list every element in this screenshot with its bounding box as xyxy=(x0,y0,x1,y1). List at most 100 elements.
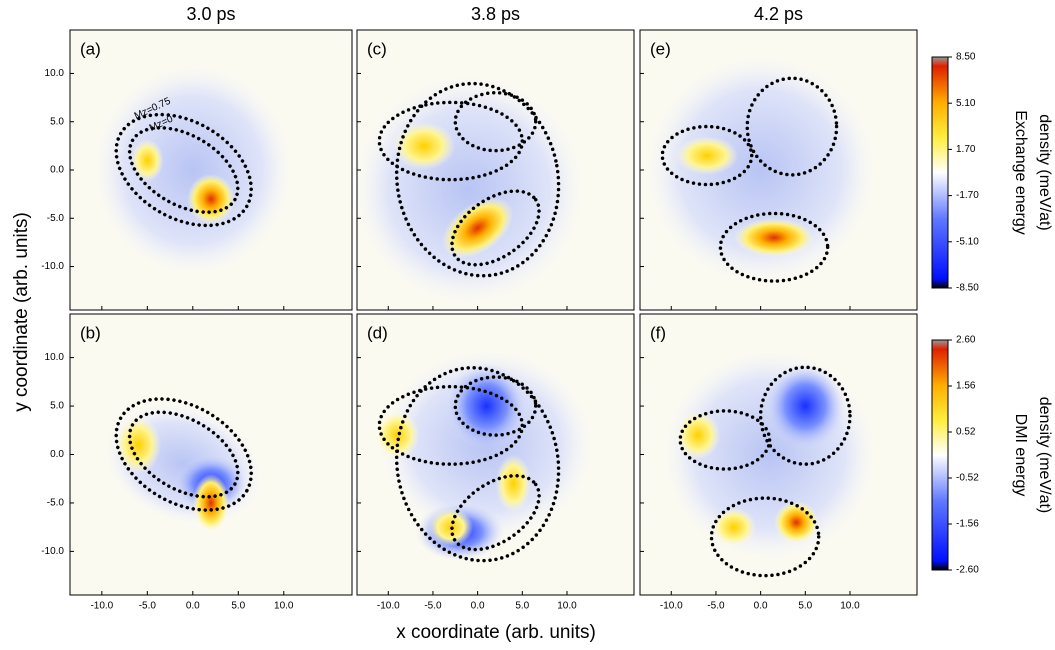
energy-region xyxy=(187,173,235,225)
x-tick-label: -5.0 xyxy=(424,601,442,612)
panel-label: (c) xyxy=(367,39,387,58)
y-tick-label: -10.0 xyxy=(41,546,64,557)
energy-region xyxy=(774,501,819,544)
panel-field xyxy=(640,314,917,595)
energy-region xyxy=(733,218,815,257)
energy-region xyxy=(392,121,456,170)
colorbar-title: density (meV/at) xyxy=(1036,114,1053,230)
panel-field xyxy=(357,314,634,595)
x-tick-label: 0.0 xyxy=(186,601,200,612)
colorbar-title: density (meV/at) xyxy=(1036,397,1053,513)
y-tick-label: -10.0 xyxy=(41,261,64,272)
y-tick-label: 10.0 xyxy=(45,352,65,363)
y-tick-label: 0.0 xyxy=(50,449,64,460)
colorbar-tick-label: 2.60 xyxy=(956,335,976,346)
energy-region xyxy=(495,454,532,513)
panel-label: (e) xyxy=(650,39,671,58)
panel-label: (a) xyxy=(80,39,101,58)
energy-region xyxy=(115,415,161,474)
energy-region xyxy=(765,362,846,450)
colorbar-title: Exchange energy xyxy=(1012,110,1029,235)
column-title: 3.0 ps xyxy=(186,4,235,24)
colorbar-tick-label: 8.50 xyxy=(956,52,976,63)
column-title: 4.2 ps xyxy=(754,4,803,24)
x-tick-label: 5.0 xyxy=(231,601,245,612)
y-axis-label: y coordinate (arb. units) xyxy=(11,212,32,412)
magnetization-contour xyxy=(660,124,754,187)
energy-region xyxy=(130,139,164,182)
magnetization-contour xyxy=(453,375,538,437)
colorbar-tick-label: 0.52 xyxy=(956,427,976,438)
panel: (c) xyxy=(356,29,635,311)
magnetization-contour xyxy=(450,189,541,267)
magnetization-contour xyxy=(709,496,821,578)
colorbar-tick-label: -2.60 xyxy=(956,565,979,576)
panel-field xyxy=(357,30,634,310)
colorbar xyxy=(931,56,949,289)
x-tick-label: 0.0 xyxy=(754,601,768,612)
magnetization-contour xyxy=(718,211,830,283)
energy-region xyxy=(192,473,230,533)
x-tick-label: 10.0 xyxy=(840,601,860,612)
x-tick-label: 10.0 xyxy=(557,601,577,612)
panel: (b) -10.0 -5.0 0.0 5.0 10.0 10.0 5.0 0.0 -5.0 -10.… xyxy=(41,313,353,612)
energy-region xyxy=(644,54,877,286)
panel-label: (d) xyxy=(367,323,388,342)
x-tick-label: 5.0 xyxy=(515,601,529,612)
magnetization-contour xyxy=(114,112,253,228)
y-tick-label: 0.0 xyxy=(50,165,64,176)
panel: (a) 10.0 5.0 0.0 -5.0 -10.0 xyxy=(41,29,353,311)
panel-field xyxy=(70,314,352,595)
panel-field xyxy=(70,30,352,310)
energy-region xyxy=(711,507,757,547)
energy-region xyxy=(675,136,739,175)
colorbar-tick-label: 5.10 xyxy=(956,98,976,109)
magnetization-contour xyxy=(394,365,561,563)
panel-label: (f) xyxy=(650,323,666,342)
x-tick-label: -10.0 xyxy=(660,601,683,612)
energy-region xyxy=(441,197,514,259)
magnetization-contour xyxy=(678,409,772,471)
energy-region xyxy=(92,63,293,277)
magnetization-contour xyxy=(450,473,541,552)
y-tick-label: 10.0 xyxy=(45,68,65,79)
colorbar-tick-label: -1.56 xyxy=(956,519,979,530)
colorbar xyxy=(931,339,949,571)
colorbar-tick-label: -8.50 xyxy=(956,283,979,294)
y-tick-label: 5.0 xyxy=(50,116,64,127)
colorbar-tick-label: 1.70 xyxy=(956,144,976,155)
x-tick-label: -10.0 xyxy=(377,601,400,612)
magnetization-contour xyxy=(745,76,839,177)
magnetization-contour xyxy=(394,81,561,278)
x-tick-label: -5.0 xyxy=(707,601,725,612)
panel-field xyxy=(640,30,917,310)
x-tick-label: -10.0 xyxy=(90,601,113,612)
panel: (e) xyxy=(639,29,918,311)
energy-region xyxy=(446,362,527,450)
panel-label: (b) xyxy=(80,323,101,342)
x-tick-label: 10.0 xyxy=(274,601,294,612)
colorbar-tick-label: 1.56 xyxy=(956,381,976,392)
y-tick-label: -5.0 xyxy=(47,498,65,509)
panel: (d) -10.0 -5.0 0.0 5.0 10.0 xyxy=(356,313,635,612)
energy-region xyxy=(374,410,420,460)
magnetization-contour xyxy=(127,410,240,499)
magnetization-contour xyxy=(114,397,253,512)
x-tick-label: 5.0 xyxy=(798,601,812,612)
x-tick-label: 0.0 xyxy=(471,601,485,612)
y-tick-label: 5.0 xyxy=(50,401,64,412)
colorbar-title: DMI energy xyxy=(1012,414,1029,497)
energy-region xyxy=(357,73,585,306)
magnetization-contour xyxy=(758,365,852,466)
magnetization-contour xyxy=(127,126,240,214)
colorbar-tick-label: -5.10 xyxy=(956,236,979,247)
colorbar-tick-label: -1.70 xyxy=(956,190,979,201)
magnetization-contour xyxy=(377,384,525,466)
column-title: 3.8 ps xyxy=(471,4,520,24)
magnetization-contour xyxy=(377,100,525,182)
energy-region xyxy=(675,410,721,460)
y-tick-label: -5.0 xyxy=(47,213,65,224)
x-axis-label: x coordinate (arb. units) xyxy=(396,622,596,643)
panel: (f) -10.0 -5.0 0.0 5.0 10.0 xyxy=(639,313,918,612)
